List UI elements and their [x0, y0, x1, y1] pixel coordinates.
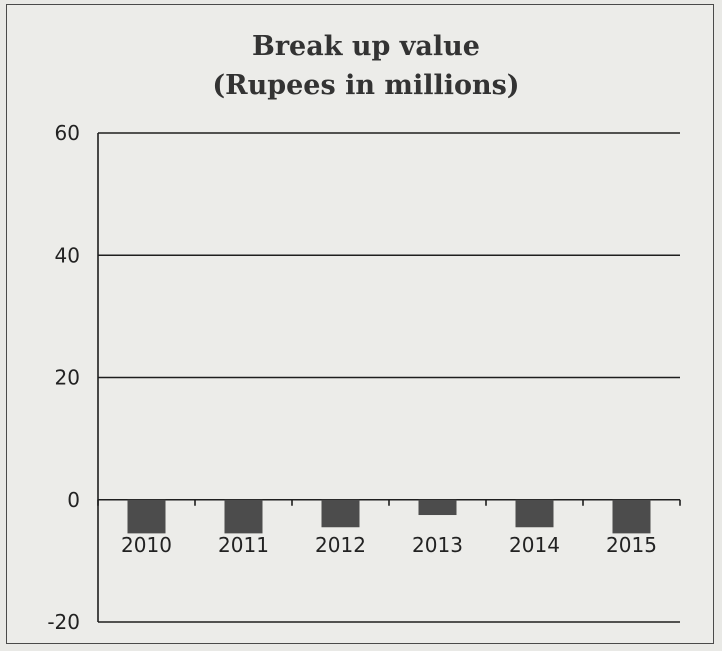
- y-tick-label: 0: [67, 488, 80, 512]
- bar-2011: [224, 499, 263, 534]
- bar-2013: [418, 499, 457, 516]
- chart-frame: [6, 4, 714, 644]
- y-axis: 60 40 20 0 -20: [47, 121, 80, 634]
- x-axis: 2010 2011 2012 2013 2014 2015: [97, 499, 681, 557]
- bar-2015: [612, 499, 651, 534]
- chart-subtitle: (Rupees in millions): [212, 70, 519, 101]
- bars: [127, 499, 651, 534]
- y-tick-label: 60: [55, 121, 80, 145]
- bar-2014: [515, 499, 554, 528]
- bar-2012: [321, 499, 360, 528]
- x-tick-label: 2013: [412, 533, 463, 557]
- y-tick-label: 20: [55, 366, 80, 390]
- x-tick-label: 2014: [509, 533, 560, 557]
- chart-title: Break up value: [252, 31, 480, 62]
- x-tick-label: 2015: [606, 533, 657, 557]
- x-tick-label: 2011: [218, 533, 269, 557]
- y-tick-label: -20: [47, 610, 80, 634]
- gridlines: [97, 132, 680, 623]
- x-tick-label: 2010: [121, 533, 172, 557]
- bar-2010: [127, 499, 166, 534]
- x-tick-label: 2012: [315, 533, 366, 557]
- y-tick-label: 40: [55, 243, 80, 267]
